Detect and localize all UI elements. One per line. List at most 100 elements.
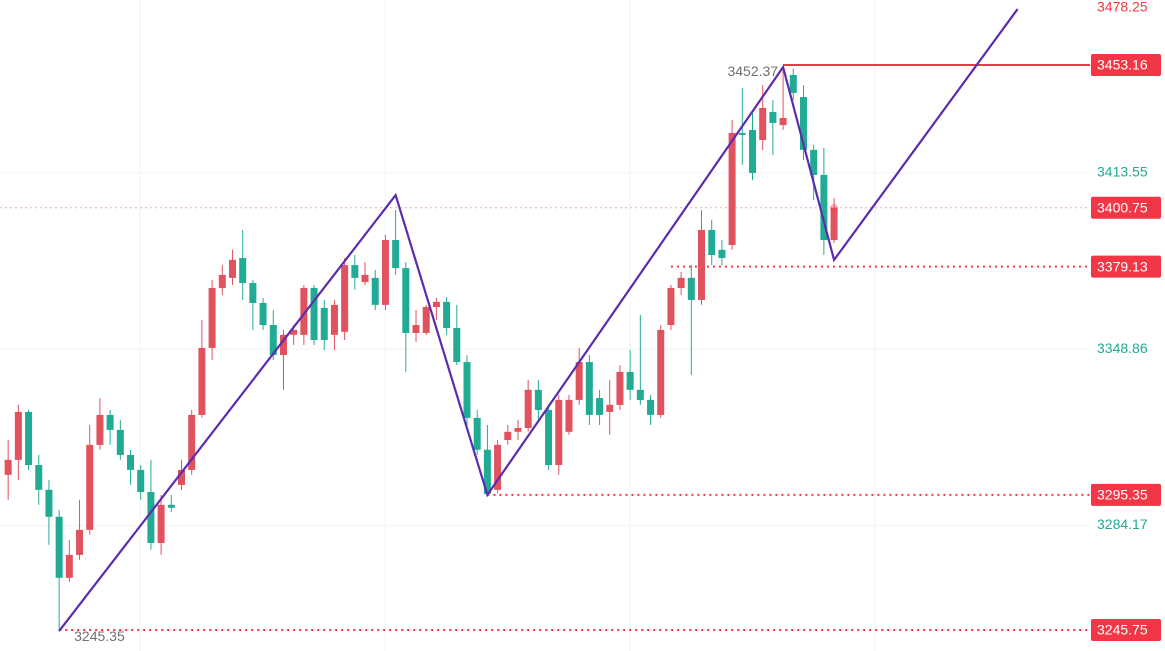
candle-body — [667, 287, 675, 326]
candle-body — [4, 459, 12, 475]
candle-body — [708, 229, 716, 256]
price-label-box — [1091, 255, 1161, 278]
candle-body — [789, 74, 797, 93]
price-label-box — [1091, 618, 1161, 641]
candle-body — [239, 258, 247, 284]
candle-body — [483, 449, 491, 494]
price-label: 3245.75 — [1097, 622, 1148, 638]
candle-body — [218, 274, 226, 288]
candle-body — [127, 454, 135, 470]
candle-body — [555, 399, 563, 466]
last-price-dot — [830, 203, 839, 212]
candle-body — [249, 283, 257, 303]
candle-body — [259, 302, 267, 326]
candle-body — [86, 444, 94, 530]
candle-body — [616, 371, 624, 405]
candle-body — [596, 398, 604, 415]
annotation: 3245.35 — [74, 628, 125, 644]
candle-body — [198, 347, 206, 415]
candle-body — [443, 301, 451, 329]
candle-body — [799, 97, 807, 150]
candle-body — [718, 249, 726, 259]
candle-body — [351, 265, 359, 278]
candle-body — [188, 414, 196, 470]
candle-body — [76, 529, 84, 555]
candle-body — [432, 301, 440, 308]
candle-body — [320, 307, 328, 341]
candle-body — [45, 489, 53, 517]
candle-body — [381, 240, 389, 305]
candle-body — [494, 444, 502, 490]
candle-body — [810, 149, 818, 175]
price-label-box — [1091, 483, 1161, 506]
candle-body — [779, 118, 787, 126]
candle-body — [677, 277, 685, 288]
candle-body — [473, 417, 481, 450]
price-label: 3379.13 — [1097, 258, 1148, 274]
candle-body — [514, 427, 522, 432]
price-label: 3453.16 — [1097, 57, 1148, 73]
candle-body — [738, 132, 746, 135]
candle-body — [585, 362, 593, 415]
candle-body — [759, 107, 767, 141]
candle-body — [208, 287, 216, 348]
y-tick-label: 3348.86 — [1097, 340, 1148, 356]
candle-body — [65, 554, 73, 578]
candle-body — [626, 371, 634, 390]
candle-body — [647, 399, 655, 415]
y-tick-label: 3284.17 — [1097, 516, 1148, 532]
candle-body — [534, 389, 542, 411]
candle-body — [279, 334, 287, 355]
price-label: 3295.35 — [1097, 487, 1148, 503]
candle-body — [269, 325, 277, 355]
candle-body — [25, 411, 33, 466]
candle-body — [524, 389, 532, 428]
candle-body — [687, 277, 695, 300]
candle-body — [820, 174, 828, 241]
candle-body — [412, 325, 420, 333]
candle-body — [545, 410, 553, 466]
candle-body — [698, 229, 706, 300]
candle-body — [575, 362, 583, 400]
price-label: 3400.75 — [1097, 199, 1148, 215]
candle-body — [830, 207, 838, 241]
candle-body — [769, 112, 777, 123]
candle-body — [636, 389, 644, 400]
candle-body — [728, 132, 736, 245]
candle-body — [748, 129, 756, 174]
candle-body — [147, 492, 155, 543]
candle-body — [463, 362, 471, 418]
candle-body — [402, 268, 410, 333]
candle-body — [137, 469, 145, 493]
candle-body — [300, 287, 308, 335]
candle-body — [116, 429, 124, 455]
candle-body — [177, 469, 185, 485]
price-label-box — [1091, 53, 1161, 76]
candle-body — [35, 465, 43, 490]
candle-body — [290, 329, 298, 335]
candle-body — [106, 414, 114, 430]
trend-line — [58, 8, 1019, 632]
price-label-box — [1091, 196, 1161, 219]
y-tick-label: 3478.25 — [1097, 0, 1148, 15]
candle-body — [310, 287, 318, 341]
candle-body — [453, 328, 461, 363]
candle-body — [167, 504, 175, 508]
y-tick-label: 3413.55 — [1097, 164, 1148, 180]
candle-body — [504, 431, 512, 440]
annotation: 3452.37 — [727, 63, 778, 79]
candle-body — [565, 399, 573, 432]
candle-body — [55, 516, 63, 578]
candle-body — [228, 259, 236, 278]
candle-body — [371, 277, 379, 305]
candle-body — [14, 411, 22, 460]
candle-body — [422, 307, 430, 333]
candle-body — [330, 304, 338, 335]
candle-body — [657, 329, 665, 415]
candle-body — [361, 274, 369, 282]
candle-body — [96, 414, 104, 445]
candle-body — [341, 265, 349, 332]
candle-body — [157, 504, 165, 543]
